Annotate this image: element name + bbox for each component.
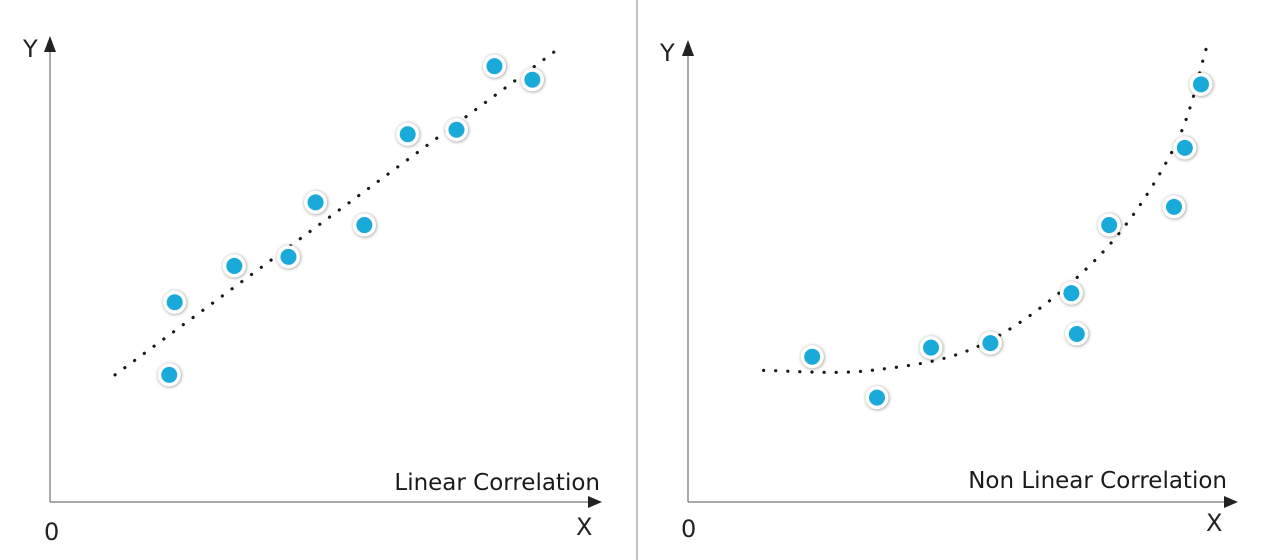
- y-axis-arrow-icon: [682, 40, 694, 56]
- data-point: [304, 190, 328, 214]
- data-point-dot: [161, 366, 178, 383]
- y-axis-arrow-icon: [44, 36, 56, 52]
- data-point-dot: [356, 217, 373, 234]
- data-point: [445, 118, 468, 142]
- chart-title: Linear Correlation: [394, 470, 600, 496]
- trend-line-path: [113, 46, 562, 377]
- data-point-dot: [1193, 76, 1209, 93]
- data-point: [865, 386, 889, 410]
- non-linear-correlation-panel: Y X 0 Non Linear Correlation: [659, 39, 1238, 543]
- trend-line-path: [762, 46, 1208, 374]
- data-point-dot: [869, 389, 885, 406]
- linear-correlation-panel: Y X 0 Linear Correlation: [22, 35, 602, 546]
- data-point: [1162, 195, 1186, 219]
- data-point-dot: [399, 126, 416, 143]
- data-point: [1097, 213, 1121, 237]
- x-axis-arrow-icon: [588, 496, 602, 508]
- data-point-dot: [166, 294, 183, 311]
- data-point: [222, 254, 246, 278]
- x-axis-label: X: [1206, 509, 1222, 537]
- data-point-dot: [923, 339, 939, 356]
- data-point-dot: [1101, 217, 1118, 234]
- origin-label: 0: [44, 518, 59, 546]
- origin-label: 0: [681, 515, 696, 543]
- data-point: [276, 245, 300, 269]
- data-point: [919, 336, 943, 360]
- data-point: [1065, 322, 1089, 346]
- data-point-dot: [524, 71, 541, 88]
- x-axis-label: X: [576, 513, 592, 541]
- data-points: [800, 72, 1213, 410]
- data-point: [520, 68, 544, 92]
- y-axis-label: Y: [22, 35, 38, 63]
- data-point-dot: [982, 335, 999, 352]
- data-point: [482, 54, 506, 78]
- data-point-dot: [486, 58, 503, 75]
- data-point-dot: [307, 194, 324, 211]
- data-point-dot: [448, 121, 465, 138]
- data-point-dot: [1063, 285, 1080, 302]
- data-point: [800, 345, 824, 369]
- y-axis-label: Y: [659, 39, 675, 67]
- data-point-dot: [280, 248, 297, 265]
- x-axis-arrow-icon: [1224, 496, 1238, 508]
- chart-title: Non Linear Correlation: [968, 468, 1227, 494]
- data-point: [1059, 281, 1083, 305]
- trend-line: [762, 46, 1208, 374]
- data-point: [157, 363, 181, 387]
- data-point: [396, 122, 420, 146]
- data-point: [163, 290, 187, 314]
- data-point-dot: [1068, 326, 1085, 343]
- data-point-dot: [226, 257, 243, 274]
- data-point-dot: [1176, 139, 1193, 156]
- data-point-dot: [804, 348, 821, 365]
- data-point: [352, 213, 376, 237]
- data-point: [1189, 72, 1213, 96]
- data-point-dot: [1166, 198, 1182, 215]
- data-point: [978, 331, 1002, 355]
- trend-line: [113, 46, 562, 377]
- data-points: [157, 54, 544, 387]
- data-point: [1173, 136, 1197, 160]
